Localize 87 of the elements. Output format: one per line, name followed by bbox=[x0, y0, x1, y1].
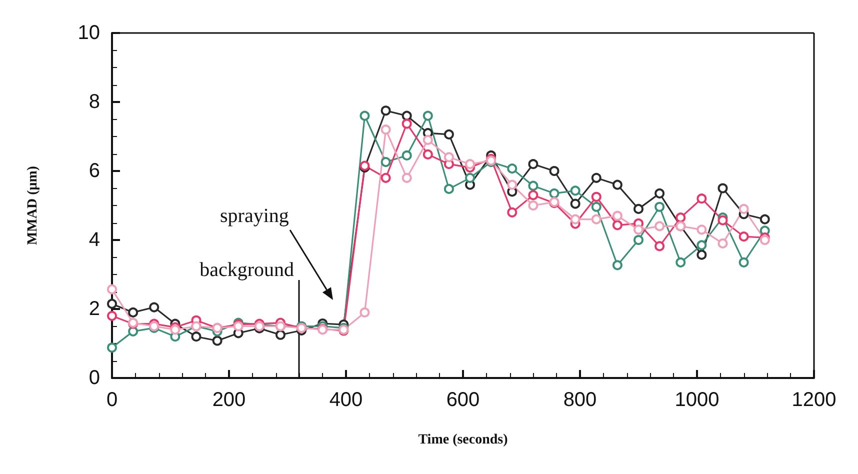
point bbox=[528, 190, 538, 200]
point bbox=[380, 106, 391, 116]
point bbox=[634, 224, 644, 235]
point bbox=[128, 326, 138, 336]
point bbox=[718, 238, 728, 248]
point bbox=[107, 298, 117, 309]
point bbox=[612, 180, 622, 190]
point bbox=[402, 150, 412, 160]
y-tick-label: 4 bbox=[88, 229, 100, 251]
point bbox=[676, 212, 686, 223]
x-tick-label: 0 bbox=[106, 389, 118, 411]
point bbox=[612, 210, 622, 221]
point bbox=[549, 188, 560, 198]
point bbox=[422, 134, 433, 145]
point bbox=[654, 241, 665, 252]
x-tick-label: 1000 bbox=[674, 389, 720, 411]
point bbox=[570, 198, 580, 209]
point bbox=[507, 207, 518, 218]
point bbox=[654, 221, 665, 232]
point bbox=[360, 110, 370, 121]
point bbox=[570, 186, 580, 196]
point bbox=[275, 330, 286, 340]
point bbox=[444, 152, 454, 162]
y-tick-label: 0 bbox=[88, 367, 100, 389]
annotation: background bbox=[200, 259, 294, 281]
annotation: spraying bbox=[220, 205, 289, 227]
point bbox=[654, 202, 665, 212]
x-tick-label: 800 bbox=[563, 389, 597, 411]
point bbox=[570, 214, 580, 224]
point bbox=[696, 194, 707, 204]
point bbox=[718, 215, 728, 226]
point bbox=[507, 180, 518, 190]
point bbox=[380, 172, 391, 183]
y-tick-label: 8 bbox=[88, 91, 100, 113]
point bbox=[634, 204, 644, 214]
x-tick-label: 200 bbox=[212, 389, 246, 411]
point bbox=[528, 159, 538, 170]
point bbox=[528, 200, 538, 210]
point bbox=[591, 192, 602, 202]
point bbox=[654, 188, 665, 198]
point bbox=[507, 164, 518, 174]
point bbox=[402, 172, 412, 183]
point bbox=[107, 310, 117, 321]
point bbox=[444, 184, 454, 194]
point bbox=[718, 183, 728, 194]
point bbox=[380, 124, 391, 135]
point bbox=[696, 250, 707, 260]
point bbox=[402, 110, 412, 121]
point bbox=[528, 180, 538, 191]
point bbox=[444, 129, 454, 140]
point bbox=[634, 235, 644, 245]
point bbox=[191, 332, 202, 342]
point bbox=[107, 342, 117, 353]
point bbox=[591, 202, 602, 212]
y-axis-title: MMAD (μm) bbox=[26, 166, 40, 246]
point bbox=[738, 257, 749, 268]
point bbox=[676, 257, 686, 268]
point bbox=[128, 307, 138, 318]
point bbox=[612, 260, 622, 270]
point bbox=[422, 149, 433, 160]
point bbox=[107, 284, 117, 294]
point bbox=[760, 235, 770, 245]
point bbox=[402, 118, 412, 129]
point bbox=[422, 110, 433, 121]
x-tick-label: 400 bbox=[329, 389, 363, 411]
point bbox=[170, 324, 180, 335]
point bbox=[380, 157, 391, 168]
point bbox=[696, 224, 707, 235]
point bbox=[465, 172, 476, 183]
point bbox=[465, 159, 476, 170]
point bbox=[696, 240, 707, 250]
y-tick-label: 6 bbox=[88, 160, 100, 182]
point bbox=[149, 302, 160, 312]
point bbox=[591, 172, 602, 183]
x-tick-label: 1200 bbox=[792, 389, 836, 411]
y-tick-label: 2 bbox=[88, 298, 100, 320]
point bbox=[738, 232, 749, 242]
point bbox=[760, 214, 770, 224]
point bbox=[612, 220, 622, 230]
x-tick-label: 600 bbox=[446, 389, 480, 411]
point bbox=[591, 214, 602, 224]
point bbox=[360, 307, 370, 318]
point bbox=[738, 204, 749, 214]
point bbox=[212, 336, 222, 346]
y-tick-label: 10 bbox=[78, 22, 100, 44]
x-axis-title: Time (seconds) bbox=[418, 432, 508, 448]
point bbox=[549, 166, 560, 176]
